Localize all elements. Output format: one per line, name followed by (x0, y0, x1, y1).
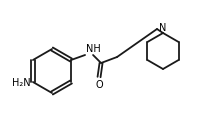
Text: N: N (159, 23, 167, 33)
Text: H₂N: H₂N (12, 78, 31, 88)
Text: O: O (95, 80, 103, 90)
Text: NH: NH (86, 44, 101, 54)
